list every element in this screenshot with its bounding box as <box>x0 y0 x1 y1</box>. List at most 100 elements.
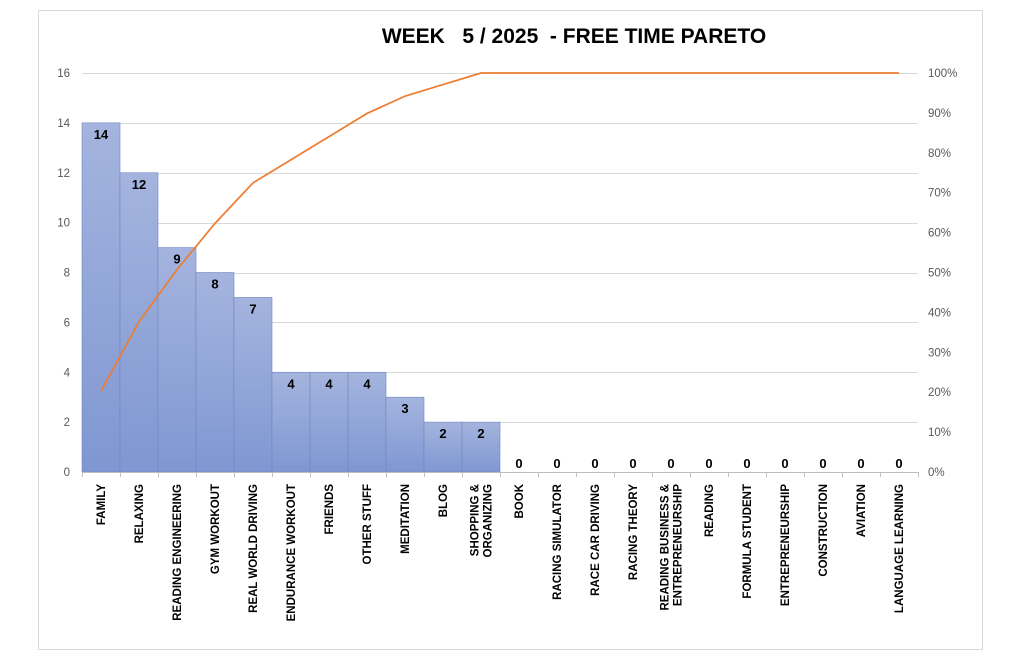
cumulative-line <box>100 72 899 392</box>
category-label-line: FAMILY <box>96 484 108 525</box>
category-label: MEDITATION <box>400 484 412 554</box>
bar <box>81 122 121 473</box>
category-label-line: GYM WORKOUT <box>210 484 222 574</box>
category-label-line: FRIENDS <box>324 484 336 535</box>
data-label: 7 <box>249 301 256 316</box>
category-label: SHOPPING & ORGANIZING <box>470 484 495 558</box>
axes <box>82 472 919 477</box>
y2-tick-label: 100% <box>928 68 957 80</box>
y-tick-label: 8 <box>64 268 70 280</box>
category-label-line: RELAXING <box>134 484 146 543</box>
category-label-line: OTHER STUFF <box>362 484 374 565</box>
bar <box>423 421 463 473</box>
category-label: READING <box>704 484 716 537</box>
data-label: 2 <box>477 426 484 441</box>
data-label: 0 <box>743 456 750 471</box>
y2-tick-label: 90% <box>928 108 951 120</box>
category-label-line: ENDURANCE WORKOUT <box>286 484 298 621</box>
category-label-line: READING ENGINEERING <box>172 484 184 621</box>
y2-tick-label: 10% <box>928 427 951 439</box>
category-label-line: ENTREPRENEURSHIP <box>673 484 685 606</box>
y2-tick-label: 0% <box>928 467 945 479</box>
data-label: 0 <box>591 456 598 471</box>
data-label: 4 <box>325 376 333 391</box>
category-label-line: FORMULA STUDENT <box>742 484 754 599</box>
cumulative-line-series <box>100 72 899 392</box>
category-label: REAL WORLD DRIVING <box>248 484 260 613</box>
category-label: RELAXING <box>134 484 146 543</box>
data-label: 0 <box>895 456 902 471</box>
y-tick-label: 2 <box>64 417 70 429</box>
data-label: 0 <box>667 456 674 471</box>
bar <box>233 297 273 473</box>
category-label-line: LANGUAGE LEARNING <box>894 484 906 613</box>
category-label-line: SHOPPING & <box>470 484 482 556</box>
category-label-line: BLOG <box>438 484 450 517</box>
data-label: 0 <box>819 456 826 471</box>
category-label: RACING THEORY <box>628 484 640 580</box>
data-label: 0 <box>781 456 788 471</box>
bar-series <box>81 122 501 473</box>
category-label: GYM WORKOUT <box>210 484 222 574</box>
category-label-line: AVIATION <box>856 484 868 537</box>
category-label-line: REAL WORLD DRIVING <box>248 484 260 613</box>
category-label: RACE CAR DRIVING <box>590 484 602 596</box>
y-tick-label: 4 <box>64 367 71 379</box>
category-label-line: BOOK <box>514 483 526 518</box>
y2-tick-label: 80% <box>928 148 951 160</box>
category-label: ENDURANCE WORKOUT <box>286 484 298 621</box>
category-label: READING ENGINEERING <box>172 484 184 621</box>
data-label: 0 <box>857 456 864 471</box>
y2-tick-label: 70% <box>928 188 951 200</box>
category-label: ENTREPRENEURSHIP <box>780 484 792 606</box>
category-label: RACING SIMULATOR <box>552 483 564 600</box>
y2-tick-label: 20% <box>928 387 951 399</box>
data-labels: 14 12 9 8 7 4 4 4 3 2 2 0 0 0 0 0 0 0 0 0 0 0 <box>94 127 903 471</box>
y-tick-label: 10 <box>57 218 70 230</box>
data-label: 0 <box>515 456 522 471</box>
category-label-line: RACING THEORY <box>628 484 640 580</box>
category-label: FORMULA STUDENT <box>742 484 754 599</box>
category-label-line: ENTREPRENEURSHIP <box>780 484 792 606</box>
category-label: READING BUSINESS & ENTREPRENEURSHIP <box>660 484 685 611</box>
category-label: FAMILY <box>96 484 108 525</box>
y-tick-label: 16 <box>57 68 70 80</box>
left-axis-tick-labels: 0 2 4 6 8 10 12 14 16 <box>57 68 70 479</box>
data-label: 4 <box>287 376 295 391</box>
data-label: 14 <box>94 127 109 142</box>
category-label: AVIATION <box>856 484 868 537</box>
y2-tick-label: 30% <box>928 347 951 359</box>
y-tick-label: 0 <box>64 467 70 479</box>
category-labels: FAMILY RELAXING READING ENGINEERING GYM WOR… <box>96 483 906 621</box>
bar <box>157 247 197 473</box>
category-label: FRIENDS <box>324 484 336 535</box>
data-label: 0 <box>553 456 560 471</box>
category-label: CONSTRUCTION <box>818 484 830 577</box>
y2-tick-label: 60% <box>928 228 951 240</box>
data-label: 12 <box>132 177 146 192</box>
data-label: 3 <box>401 401 408 416</box>
data-label: 2 <box>439 426 446 441</box>
y-tick-label: 12 <box>57 168 70 180</box>
category-label-line: RACE CAR DRIVING <box>590 484 602 596</box>
category-label-line: CONSTRUCTION <box>818 484 830 577</box>
category-label: BLOG <box>438 484 450 517</box>
category-label-line: RACING SIMULATOR <box>552 483 564 600</box>
chart-title: WEEK 5 / 2025 - FREE TIME PARETO <box>382 25 766 48</box>
bar <box>271 371 311 473</box>
y2-tick-label: 50% <box>928 268 951 280</box>
category-label-line: READING BUSINESS & <box>660 484 672 611</box>
data-label: 9 <box>173 252 180 267</box>
category-label-line: ORGANIZING <box>483 484 495 558</box>
category-label-line: MEDITATION <box>400 484 412 554</box>
y2-tick-label: 40% <box>928 307 951 319</box>
category-label: BOOK <box>514 483 526 518</box>
data-label: 0 <box>705 456 712 471</box>
data-label: 4 <box>363 376 371 391</box>
category-label: OTHER STUFF <box>362 484 374 565</box>
y-tick-label: 6 <box>64 317 70 329</box>
bar <box>385 396 425 473</box>
y-tick-label: 14 <box>57 118 70 130</box>
bar <box>461 421 501 473</box>
